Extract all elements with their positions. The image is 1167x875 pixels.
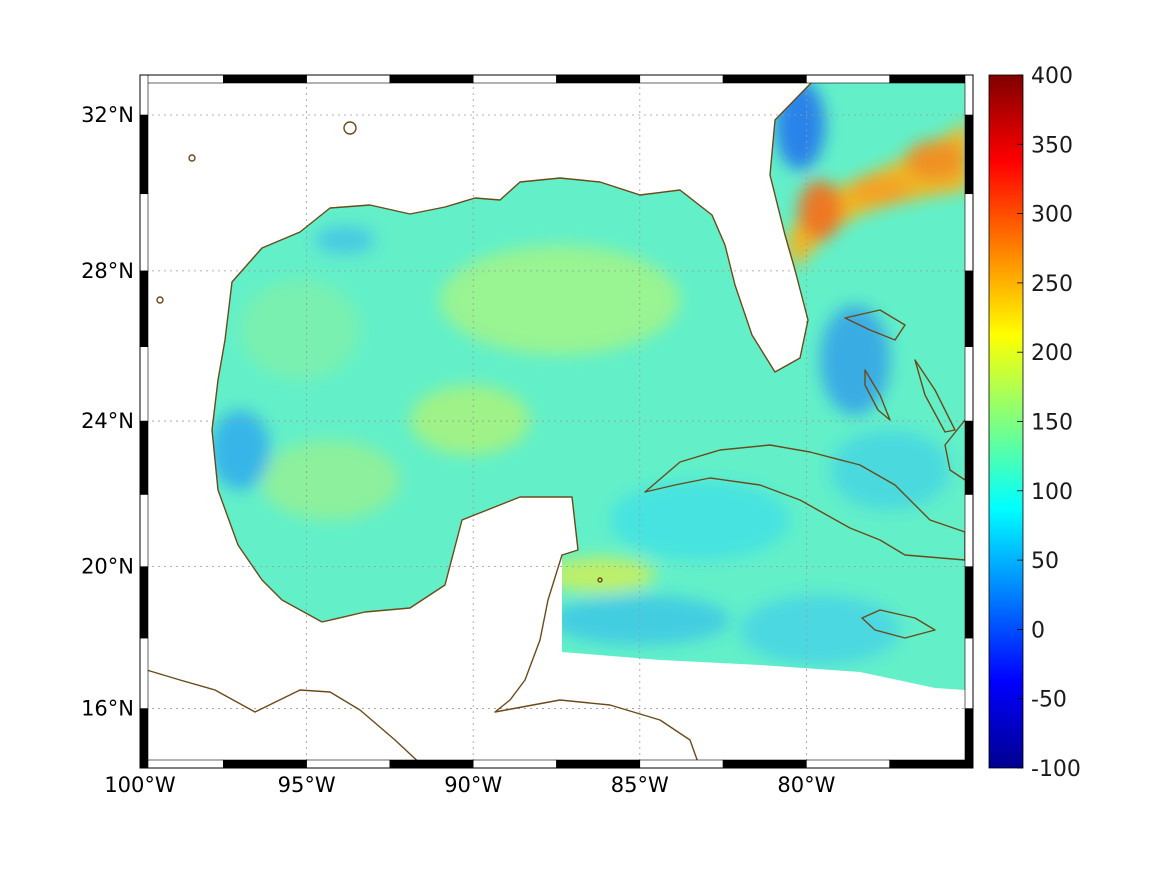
frame-segment-bottom (223, 759, 307, 769)
lon-tick-label: 100°W (104, 773, 176, 797)
frame-segment-top (806, 74, 891, 84)
frame-segment-left (139, 494, 149, 567)
frame-segment-top (306, 74, 391, 84)
frame-segment-bottom (389, 759, 474, 769)
lon-tick-label: 85°W (611, 773, 669, 797)
frame-segment-bottom (139, 759, 224, 769)
frame-segment-left (139, 637, 149, 709)
frame-segment-top (722, 74, 807, 84)
frame-segment-top (389, 74, 474, 84)
frame-segment-bottom (722, 759, 807, 769)
frame-segment-bottom (639, 759, 724, 769)
frame-segment-bottom (306, 759, 391, 769)
frame-segment-right (964, 566, 974, 639)
frame-outline (139, 74, 974, 769)
colorbar-tick-labels: 400 350 300 250 200 150 100 50 0 -50 -100 (1017, 64, 1081, 782)
lon-tick-label: 95°W (278, 773, 336, 797)
colorbar: 400 350 300 250 200 150 100 50 0 -50 -100 (988, 64, 1081, 782)
coastline-yucatan (321, 496, 701, 769)
colorbar-tick-label: 300 (1031, 203, 1073, 228)
frame-segment-left (139, 74, 149, 116)
lat-tick-label: 28°N (81, 259, 134, 283)
frame-segment-left (139, 346, 149, 422)
colorbar-tick-label: 150 (1031, 411, 1073, 436)
frame-segment-left (139, 708, 149, 769)
colorbar-tick-label: -100 (1031, 757, 1081, 782)
frame-segment-left (139, 566, 149, 639)
frame-segment-bottom (806, 759, 891, 769)
colorbar-tick-label: 0 (1031, 618, 1045, 643)
lat-tick-label: 20°N (81, 555, 134, 579)
frame-segment-left (139, 420, 149, 495)
frame-segment-right (964, 494, 974, 567)
colorbar-tick-label: 100 (1031, 480, 1073, 505)
frame-segment-right (964, 346, 974, 422)
coastline-bahamas-1 (844, 309, 906, 341)
coastline-gulf-mainland (139, 81, 813, 769)
ocean-data-field (212, 82, 965, 690)
frame-segment-top (889, 74, 974, 84)
map-gridlines (140, 75, 973, 768)
frame-segment-bottom (556, 759, 641, 769)
coastline-jamaica (861, 609, 936, 639)
frame-segment-top (556, 74, 641, 84)
coastline-bahamas-2 (864, 369, 891, 421)
latitude-tick-labels: 32°N 28°N 24°N 20°N 16°N (81, 103, 134, 721)
frame-segment-top (223, 74, 307, 84)
frame-segment-bottom (472, 759, 557, 769)
frame-segment-right (964, 420, 974, 495)
frame-segment-left (139, 114, 149, 195)
lat-tick-label: 16°N (81, 697, 134, 721)
lat-tick-label: 24°N (81, 409, 134, 433)
lon-tick-label: 90°W (444, 773, 502, 797)
frame-segment-top (472, 74, 557, 84)
colorbar-tick-label: 400 (1031, 64, 1073, 89)
colorbar-tick-label: 200 (1031, 341, 1073, 366)
colorbar-tick-label: -50 (1031, 688, 1067, 713)
colorbar-tick-label: 350 (1031, 133, 1073, 158)
colorbar-tick-label: 250 (1031, 272, 1073, 297)
frame-segment-left (139, 270, 149, 347)
lon-tick-label: 80°W (777, 773, 835, 797)
frame-segment-right (964, 637, 974, 709)
frame-segment-top (139, 74, 224, 84)
frame-segment-right (964, 193, 974, 272)
frame-segment-right (964, 270, 974, 347)
frame-segment-left (139, 193, 149, 272)
map-frame (139, 74, 974, 769)
frame-segment-right (964, 74, 974, 116)
lat-tick-label: 32°N (81, 103, 134, 127)
coastlines (139, 81, 966, 769)
frame-segment-right (964, 114, 974, 195)
colorbar-tick-label: 50 (1031, 549, 1059, 574)
frame-segment-top (639, 74, 724, 84)
frame-segment-right (964, 708, 974, 769)
frame-segment-bottom (889, 759, 974, 769)
longitude-tick-labels: 100°W 95°W 90°W 85°W 80°W (104, 773, 835, 797)
coastline-hispaniola (944, 419, 966, 481)
coastline-bahamas-3 (914, 359, 956, 433)
